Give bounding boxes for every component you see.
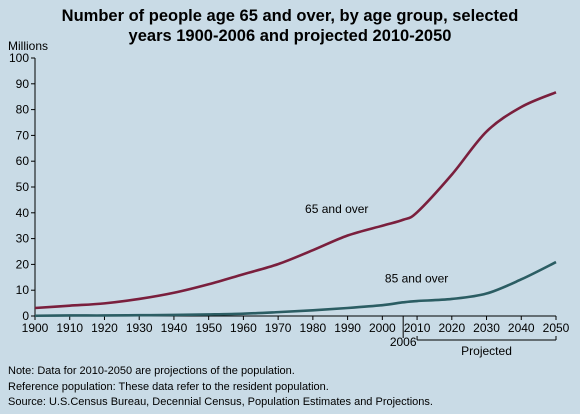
chart-series [34,91,557,318]
y-tick-label: 20 [16,257,30,271]
chart-title: Number of people age 65 and over, by age… [0,6,580,46]
series-label: 85 and over [385,271,448,285]
y-tick-label: 70 [16,128,30,142]
x-tick-label: 1910 [56,321,83,335]
series-line-65-and-over [34,91,557,310]
chart-axes [31,57,557,341]
chart-notes: Note: Data for 2010-2050 are projections… [8,364,433,411]
chart-title-line-1: Number of people age 65 and over, by age… [61,7,519,25]
x-tick-label: 1960 [230,321,257,335]
x-tick-label: 2000 [369,321,396,335]
y-tick-label: 90 [16,77,30,91]
note-reference-population: Reference population: These data refer t… [8,380,329,393]
x-tick-label: 1940 [161,321,188,335]
x-tick-label: 1970 [265,321,292,335]
y-tick-label: 80 [16,103,30,117]
chart-title-line-2: years 1900-2006 and projected 2010-2050 [128,27,452,45]
projected-label: Projected [461,344,512,358]
x-tick-label: 2050 [543,321,570,335]
y-axis-label: Millions [8,39,48,53]
x-tick-label: 1980 [300,321,327,335]
y-tick-label: 0 [22,309,29,323]
y-tick-label: 60 [16,154,30,168]
x-tick-label: 2010 [404,321,431,335]
y-tick-label: 10 [16,283,30,297]
series-label: 65 and over [305,202,368,216]
x-tick-label-2006: 2006 [390,335,417,349]
x-tick-label: 2030 [473,321,500,335]
x-tick-label: 1920 [91,321,118,335]
x-tick-label: 1900 [22,321,49,335]
y-tick-label: 30 [16,232,30,246]
note-source: Source: U.S.Census Bureau, Decennial Cen… [8,396,433,408]
x-tick-label: 1950 [195,321,222,335]
y-tick-label: 40 [16,206,30,220]
x-tick-label: 1990 [334,321,361,335]
note-projections: Note: Data for 2010-2050 are projections… [8,365,295,377]
x-tick-label: 2020 [438,321,465,335]
x-tick-label: 1930 [126,321,153,335]
series-line-85-and-over [34,260,557,318]
y-tick-label: 50 [16,180,30,194]
x-tick-label: 2040 [508,321,535,335]
y-tick-label: 100 [9,51,29,65]
